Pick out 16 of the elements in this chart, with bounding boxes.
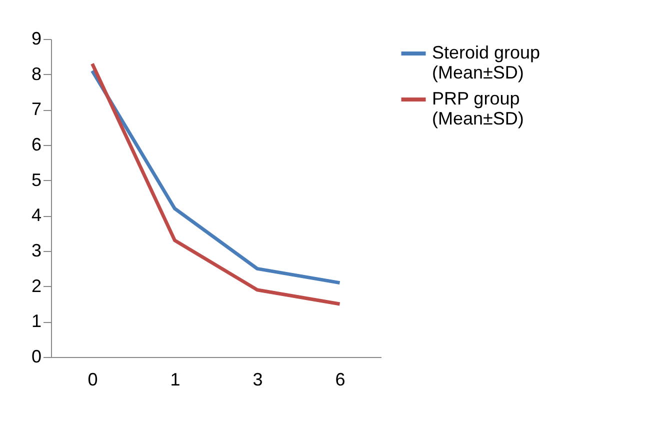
legend-label: PRP group (Mean±SD) — [432, 88, 524, 128]
y-tick-label: 9 — [31, 28, 42, 48]
y-tick-label: 7 — [31, 99, 42, 120]
x-tick-label: 1 — [170, 370, 180, 390]
y-tick-label: 8 — [31, 64, 42, 84]
legend-label: Steroid group (Mean±SD) — [432, 42, 540, 82]
y-tick-label: 0 — [31, 346, 42, 366]
x-tick-label: 6 — [335, 370, 346, 390]
y-tick-label: 4 — [31, 205, 42, 226]
y-tick-label: 1 — [31, 311, 42, 332]
x-tick-label: 0 — [88, 370, 98, 390]
y-tick-label: 2 — [31, 276, 42, 296]
x-tick-label: 3 — [252, 370, 263, 390]
y-tick-label: 6 — [31, 134, 42, 154]
y-tick-label: 5 — [31, 170, 42, 190]
y-tick-label: 3 — [31, 240, 42, 260]
